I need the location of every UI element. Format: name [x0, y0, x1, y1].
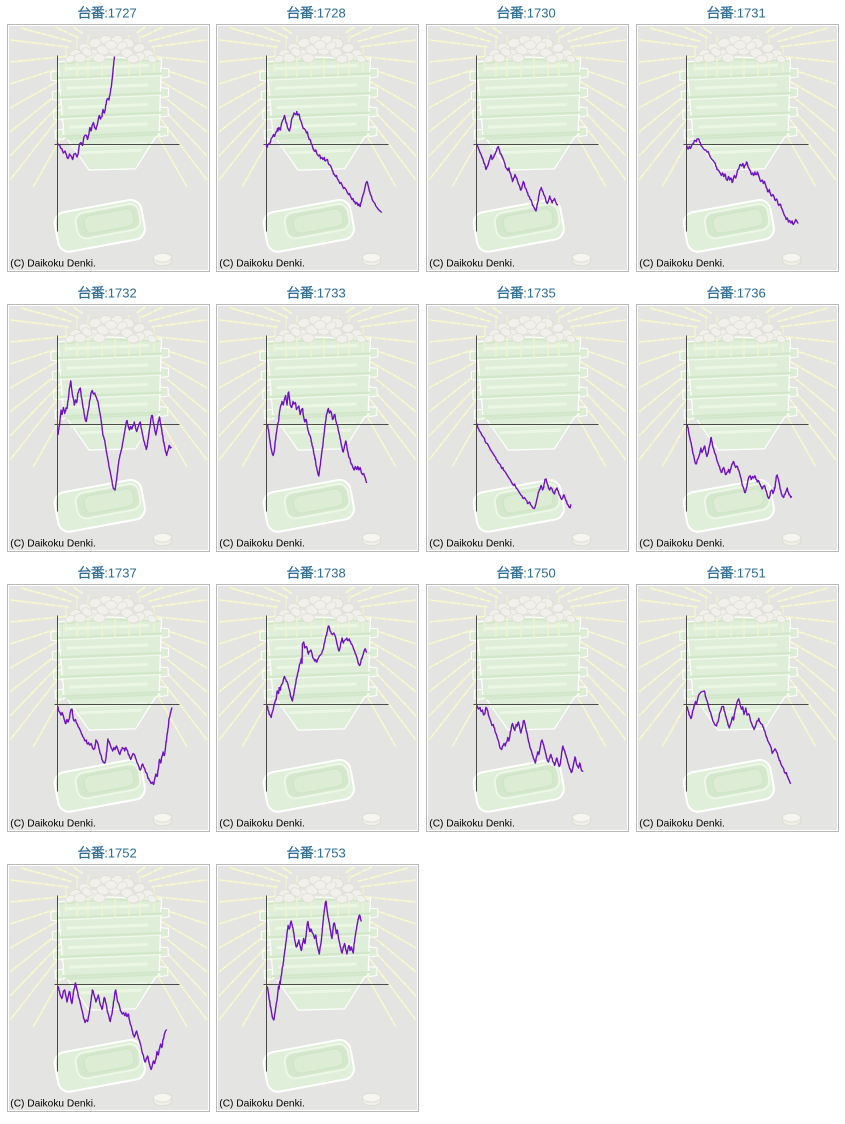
svg-text::1735: :1735 [523, 286, 556, 301]
svg-text:(C) Daikoku Denki.: (C) Daikoku Denki. [10, 818, 96, 829]
svg-text::1738: :1738 [313, 566, 346, 581]
svg-text::1730: :1730 [523, 6, 556, 21]
svg-text:(C) Daikoku Denki.: (C) Daikoku Denki. [429, 818, 515, 829]
svg-text::1752: :1752 [104, 846, 137, 861]
svg-text:(C) Daikoku Denki.: (C) Daikoku Denki. [639, 258, 725, 269]
svg-text:(C) Daikoku Denki.: (C) Daikoku Denki. [639, 818, 725, 829]
svg-text:(C) Daikoku Denki.: (C) Daikoku Denki. [219, 538, 304, 549]
svg-text::1728: :1728 [313, 6, 346, 21]
svg-text::1753: :1753 [313, 846, 346, 861]
svg-text::1751: :1751 [733, 566, 766, 581]
svg-text:(C) Daikoku Denki.: (C) Daikoku Denki. [10, 1098, 96, 1109]
svg-text::1733: :1733 [313, 286, 346, 301]
svg-text:(C) Daikoku Denki.: (C) Daikoku Denki. [219, 258, 304, 269]
svg-text::1732: :1732 [104, 286, 137, 301]
svg-text:(C) Daikoku Denki.: (C) Daikoku Denki. [429, 538, 515, 549]
svg-text:(C) Daikoku Denki.: (C) Daikoku Denki. [639, 538, 725, 549]
svg-text:(C) Daikoku Denki.: (C) Daikoku Denki. [219, 1098, 304, 1109]
svg-text::1737: :1737 [104, 566, 137, 581]
svg-text::1727: :1727 [104, 6, 137, 21]
svg-text:(C) Daikoku Denki.: (C) Daikoku Denki. [10, 538, 96, 549]
svg-text:(C) Daikoku Denki.: (C) Daikoku Denki. [219, 818, 304, 829]
svg-text:(C) Daikoku Denki.: (C) Daikoku Denki. [429, 258, 515, 269]
svg-text::1750: :1750 [523, 566, 556, 581]
svg-text::1731: :1731 [733, 6, 766, 21]
svg-text:(C) Daikoku Denki.: (C) Daikoku Denki. [10, 258, 96, 269]
svg-text::1736: :1736 [733, 286, 766, 301]
